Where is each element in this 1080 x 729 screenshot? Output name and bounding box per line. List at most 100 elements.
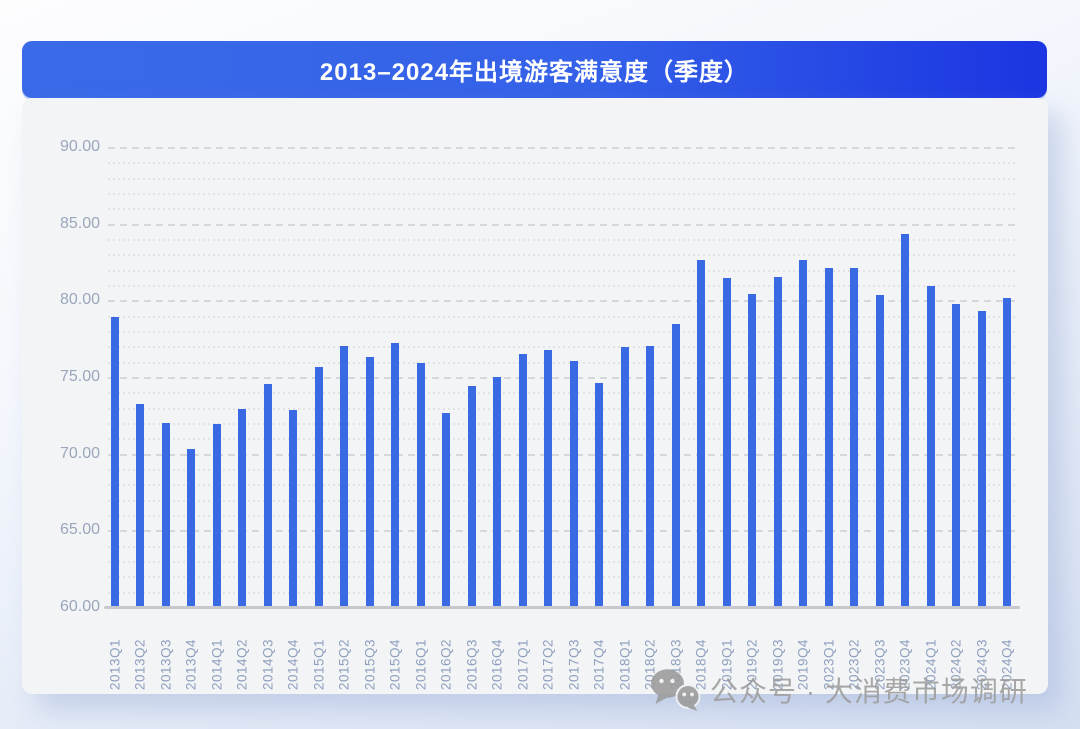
gridline-major <box>108 223 1016 226</box>
bar-2023Q4 <box>901 233 909 608</box>
y-axis-label-65.00: 65.00 <box>59 521 100 539</box>
gridline-minor <box>108 438 1016 441</box>
bar-2017Q1 <box>518 353 527 608</box>
gridline-minor <box>108 177 1016 180</box>
bar-2024Q2 <box>952 304 960 608</box>
x-axis-label-2015Q3: 2015Q3 <box>362 638 378 690</box>
watermark: 公众号 · 大消费市场调研 <box>650 668 1028 712</box>
x-axis-label-2015Q4: 2015Q4 <box>387 638 403 690</box>
x-axis-label-2016Q4: 2016Q4 <box>489 638 505 690</box>
gridline-minor <box>108 407 1016 410</box>
bar-2016Q4 <box>493 376 502 608</box>
gridline-minor <box>108 361 1016 364</box>
bar-2018Q1 <box>620 347 629 608</box>
bar-2013Q3 <box>161 422 170 608</box>
bar-2017Q2 <box>544 350 553 608</box>
y-axis-label-70.00: 70.00 <box>59 444 100 462</box>
x-axis-label-2014Q3: 2014Q3 <box>260 638 276 690</box>
y-axis-label-90.00: 90.00 <box>59 138 100 155</box>
gridline-minor <box>108 561 1016 563</box>
bar-2013Q4 <box>187 448 196 608</box>
x-axis-line <box>104 606 1020 609</box>
gridline-minor <box>108 254 1016 257</box>
bar-2019Q3 <box>773 276 782 608</box>
bar-2018Q2 <box>646 345 655 608</box>
gridline-minor <box>108 423 1016 425</box>
chart-title-banner: 2013–2024年出境游客满意度（季度） <box>22 41 1047 98</box>
wechat-icon <box>651 669 701 711</box>
chart-card: 90.00 85.00 80.00 75.00 70.00 65.00 60.00 2013… <box>22 98 1048 694</box>
x-axis-label-2013Q2: 2013Q2 <box>132 638 148 690</box>
bar-2019Q2 <box>748 293 757 608</box>
chart-plot-area <box>104 147 1020 609</box>
gridline-minor <box>108 545 1016 548</box>
x-axis-label-2016Q3: 2016Q3 <box>464 638 480 690</box>
y-axis-label-75.00: 75.00 <box>59 368 100 385</box>
x-axis-label-2014Q1: 2014Q1 <box>209 638 225 690</box>
gridline-minor <box>108 392 1016 395</box>
gridline-minor <box>108 499 1016 502</box>
bar-2024Q3 <box>977 310 986 608</box>
x-axis-label-2017Q2: 2017Q2 <box>540 638 556 690</box>
bar-2019Q4 <box>799 259 807 608</box>
bar-2023Q2 <box>850 267 858 608</box>
gridline-minor <box>108 469 1016 471</box>
gridline-major <box>108 530 1016 533</box>
bar-2015Q1 <box>314 367 323 608</box>
x-axis-label-2017Q3: 2017Q3 <box>566 638 582 690</box>
x-axis-label-2017Q1: 2017Q1 <box>515 638 531 690</box>
bar-2024Q1 <box>926 286 935 608</box>
bar-2013Q2 <box>136 404 145 608</box>
bar-2015Q4 <box>391 342 400 608</box>
bar-2018Q4 <box>697 259 706 608</box>
bar-2014Q4 <box>289 410 298 608</box>
gridline-major <box>108 377 1016 379</box>
x-axis-label-2014Q4: 2014Q4 <box>285 638 301 690</box>
x-axis-label-2013Q3: 2013Q3 <box>158 638 174 690</box>
bar-2016Q2 <box>442 413 451 608</box>
gridline-minor <box>108 346 1016 349</box>
gridline-major <box>108 453 1016 456</box>
x-axis-label-2013Q4: 2013Q4 <box>183 638 199 690</box>
x-axis-label-2013Q1: 2013Q1 <box>107 638 123 690</box>
bar-2019Q1 <box>722 278 731 608</box>
bar-2016Q3 <box>467 385 476 608</box>
bar-2017Q4 <box>595 382 604 608</box>
gridline-major <box>108 147 1016 149</box>
bar-2014Q3 <box>263 384 272 608</box>
gridline-minor <box>108 162 1016 165</box>
bar-2023Q1 <box>824 267 833 608</box>
x-axis-label-2015Q2: 2015Q2 <box>336 638 352 690</box>
chart-title: 2013–2024年出境游客满意度（季度） <box>319 59 750 86</box>
bar-2014Q1 <box>212 424 221 608</box>
bar-2013Q1 <box>110 316 119 608</box>
y-axis-label-80.00: 80.00 <box>59 291 100 309</box>
x-axis-label-2014Q2: 2014Q2 <box>234 638 250 690</box>
bar-2024Q4 <box>1003 298 1011 608</box>
bar-2015Q3 <box>365 356 374 608</box>
gridline-minor <box>108 269 1016 272</box>
gridline-minor <box>108 239 1016 241</box>
watermark-text: 公众号 · 大消费市场调研 <box>710 676 1028 707</box>
x-axis-label-2016Q1: 2016Q1 <box>413 638 429 690</box>
bar-2023Q3 <box>875 295 884 608</box>
x-axis-label-2015Q1: 2015Q1 <box>311 638 327 690</box>
gridline-minor <box>108 315 1016 318</box>
x-axis-label-2017Q4: 2017Q4 <box>591 638 607 690</box>
x-axis-label-2018Q1: 2018Q1 <box>617 638 633 690</box>
bar-2016Q1 <box>416 362 425 608</box>
gridline-minor <box>108 591 1016 594</box>
gridline-minor <box>108 285 1016 287</box>
bar-2015Q2 <box>340 345 349 608</box>
y-axis-label-60.00: 60.00 <box>59 598 100 615</box>
gridline-minor <box>108 208 1016 211</box>
gridline-minor <box>108 331 1016 333</box>
bar-2014Q2 <box>238 408 247 608</box>
gridline-minor <box>108 576 1016 579</box>
y-axis-label-85.00: 85.00 <box>59 214 100 232</box>
bar-2017Q3 <box>569 361 578 608</box>
gridline-major <box>108 300 1016 303</box>
gridline-minor <box>108 193 1016 195</box>
gridline-minor <box>108 515 1016 517</box>
bar-2018Q3 <box>671 324 680 608</box>
